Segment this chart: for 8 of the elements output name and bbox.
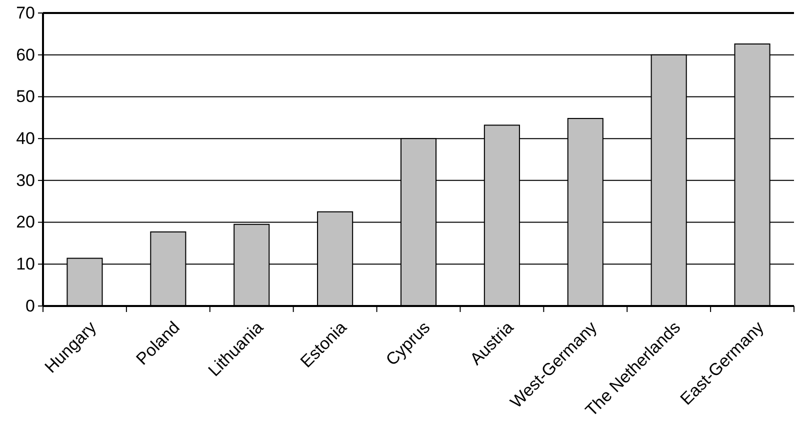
y-tick-label: 30 — [16, 170, 35, 190]
y-tick-label: 20 — [16, 212, 35, 232]
y-tick-label: 50 — [16, 87, 35, 106]
y-tick-label: 40 — [16, 129, 35, 148]
y-tick-label: 60 — [16, 45, 35, 64]
y-tick-label: 10 — [16, 254, 35, 274]
y-tick-label: 0 — [26, 296, 35, 316]
y-tick-label: 70 — [16, 3, 35, 22]
